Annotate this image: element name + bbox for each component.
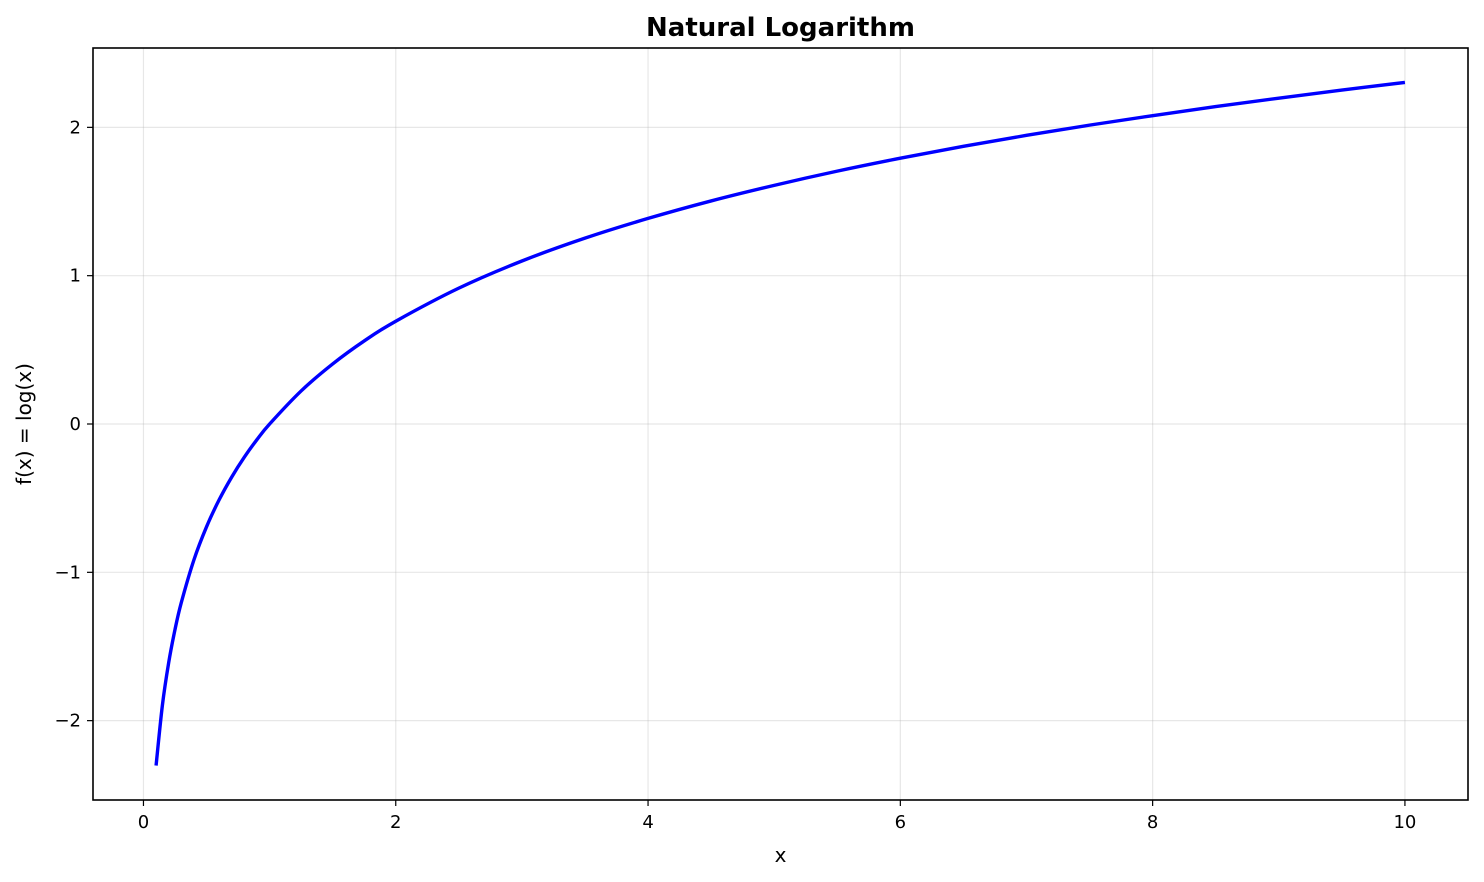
x-tick-label: 10 <box>1393 812 1416 833</box>
x-tick-label: 2 <box>390 812 401 833</box>
x-axis-label: x <box>775 843 787 867</box>
x-tick-label: 8 <box>1147 812 1158 833</box>
x-tick-label: 0 <box>138 812 149 833</box>
series-layer <box>154 80 1406 766</box>
y-tick-label: −2 <box>54 711 81 732</box>
y-tick-label: −1 <box>54 562 81 583</box>
y-tick-label: 1 <box>70 266 81 287</box>
series-line-0 <box>154 80 1406 766</box>
axis-ticks: 0 2 4 6 8 10 −2 −1 0 1 2 <box>54 117 1416 833</box>
grid <box>93 48 1468 800</box>
y-tick-label: 2 <box>70 117 81 138</box>
x-tick-label: 6 <box>895 812 906 833</box>
chart-title: Natural Logarithm <box>646 13 915 43</box>
y-tick-label: 0 <box>70 414 81 435</box>
x-tick-label: 4 <box>642 812 653 833</box>
y-axis-label: f(x) = log(x) <box>12 363 36 485</box>
